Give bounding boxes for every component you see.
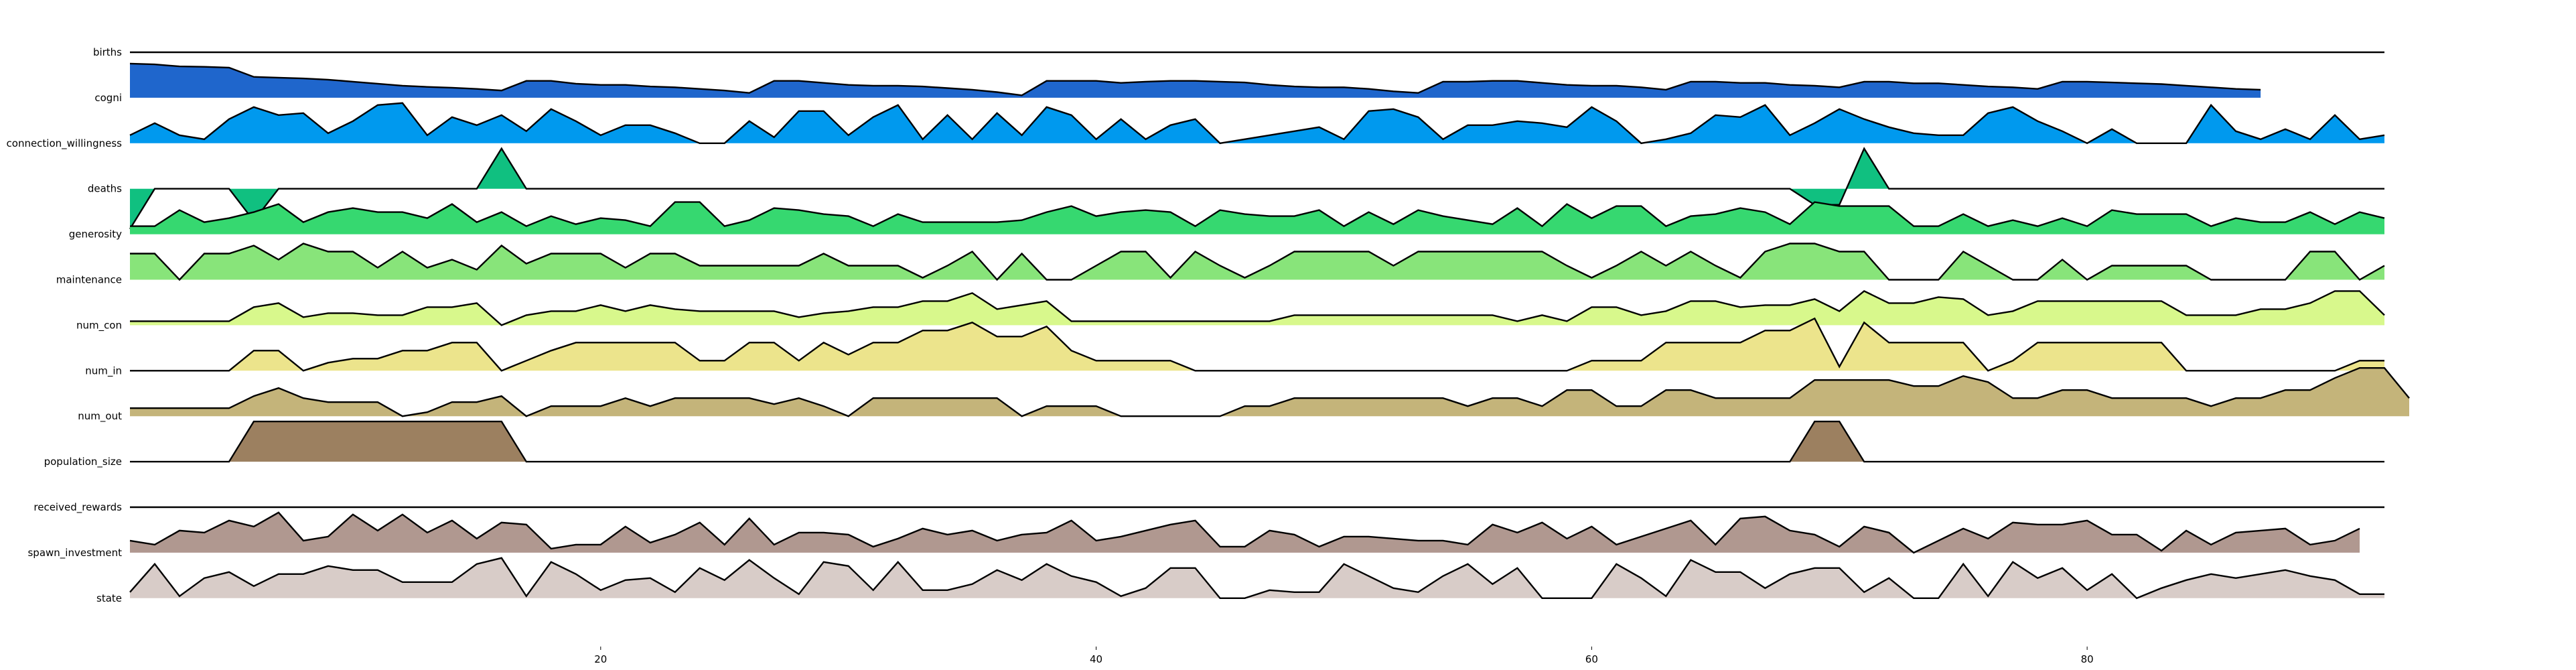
ridge-area-num-con [130,291,2384,326]
row-label-maintenance: maintenance [56,274,122,286]
row-label-deaths: deaths [88,183,122,195]
ridge-maintenance [130,243,2385,281]
ridge-spawn-investment [129,511,2360,554]
ridge-line-cogni [129,62,2261,96]
ridge-area-num-in [130,318,2384,371]
ridge-generosity [130,201,2385,234]
ridge-line-spawn-investment [129,511,2360,554]
row-label-generosity: generosity [69,228,122,241]
ridgeline-series-group [129,51,2410,600]
ridge-population-size [130,420,2384,463]
ridge-cogni [129,62,2261,98]
ridge-area-spawn-investment [130,512,2360,553]
x-axis: 20 40 60 80 [594,647,2094,665]
ridge-area-num-out [130,368,2409,417]
ridge-area-population-size [130,421,2384,462]
row-label-connection-willingness: connection_willingness [7,137,123,150]
x-tick-label: 80 [2081,653,2094,665]
ridge-line-connection-willingness [129,102,2385,145]
row-label-births: births [93,46,122,58]
ridge-area-cogni [130,63,2261,98]
x-tick-label: 20 [594,653,607,665]
x-tick-label: 40 [1090,653,1102,665]
ridge-line-maintenance [130,243,2385,281]
x-tick-label: 60 [1585,653,1598,665]
ridge-area-connection-willingness [130,103,2384,143]
ridge-area-generosity [130,202,2384,234]
ridge-line-num-con [130,289,2385,326]
ridge-line-deaths [129,147,2384,230]
row-label-num-in: num_in [85,364,122,377]
ridge-deaths [129,147,2384,230]
row-label-num-out: num_out [78,410,122,423]
row-label-state: state [96,592,122,604]
ridge-line-num-in [130,317,2384,372]
row-label-received-rewards: received_rewards [33,501,122,514]
ridge-line-state [129,557,2384,600]
ridge-state [129,557,2384,600]
ridge-num-con [130,289,2385,326]
row-label-population-size: population_size [44,456,122,468]
ridge-line-num-out [130,367,2410,417]
ridge-area-maintenance [130,243,2384,280]
row-label-cogni: cogni [94,92,122,104]
ridge-line-population-size [130,420,2384,463]
ridge-line-generosity [130,201,2385,228]
row-label-spawn-investment: spawn_investment [27,547,122,559]
ridge-num-out [130,367,2410,417]
row-label-num-con: num_con [76,319,122,332]
ridge-num-in [130,317,2384,372]
ridge-connection-willingness [129,102,2385,145]
ridge-area-state [130,557,2384,598]
